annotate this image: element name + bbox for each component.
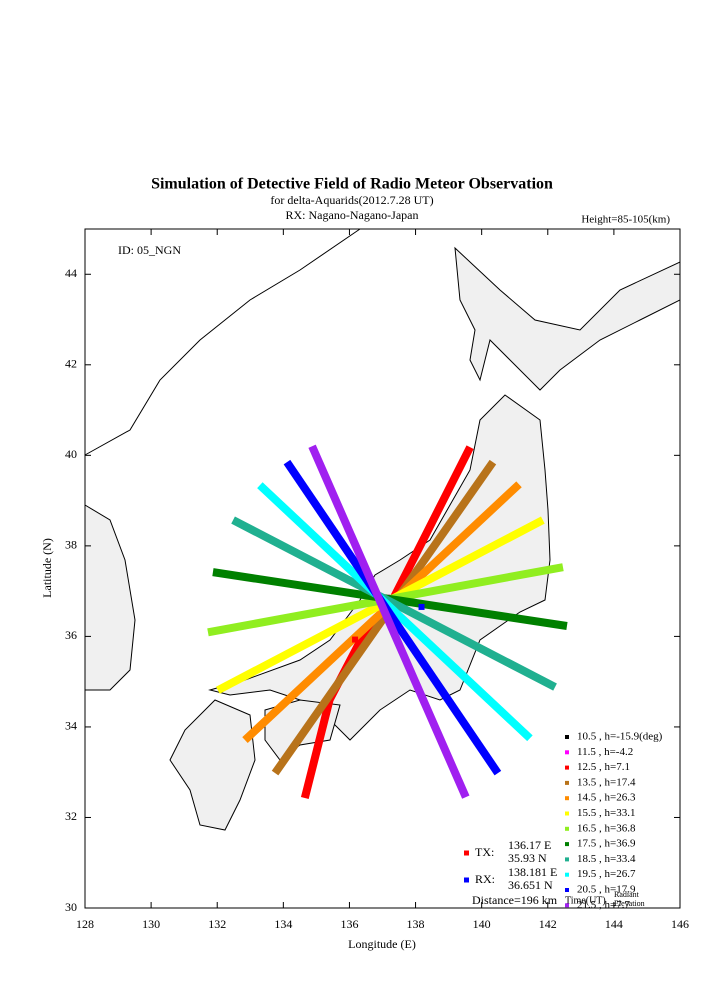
legend-label: 21.5 , h=7.7: [577, 899, 630, 911]
y-tick-label: 30: [65, 900, 77, 914]
height-note: Height=85-105(km): [581, 214, 670, 226]
y-tick-label: 32: [65, 809, 77, 823]
legend-label: 15.5 , h=33.1: [577, 807, 635, 819]
rx-site: RX: Nagano-Nagano-Japan: [286, 208, 419, 222]
legend-swatch: [565, 826, 569, 831]
legend-label: 19.5 , h=26.7: [577, 868, 636, 880]
legend-label: 11.5 , h=-4.2: [577, 746, 633, 758]
rx-lat: 36.651 N: [508, 878, 553, 892]
y-axis-label: Latitude (N): [40, 538, 54, 598]
detection-band: [283, 459, 502, 776]
x-tick-label: 146: [671, 917, 689, 931]
y-tick-label: 38: [65, 538, 77, 552]
tx-legend-marker: [464, 850, 469, 856]
legend-swatch: [565, 842, 569, 847]
x-tick-label: 142: [539, 917, 557, 931]
y-tick-label: 34: [65, 719, 77, 733]
x-tick-label: 132: [208, 917, 226, 931]
legend-label: 16.5 , h=36.8: [577, 822, 636, 834]
rx-legend-marker: [464, 877, 469, 883]
x-tick-label: 140: [473, 917, 491, 931]
rx-marker: [418, 603, 425, 610]
y-tick-label: 40: [65, 447, 77, 461]
distance: Distance=196 km: [472, 893, 558, 907]
legend-footer: Radiant: [614, 890, 640, 899]
legend-swatch: [565, 888, 569, 892]
subtitle: for delta-Aquarids(2012.7.28 UT): [270, 193, 433, 207]
coastlines: [84, 228, 681, 831]
legend-swatch: [565, 857, 569, 862]
x-tick-label: 130: [142, 917, 160, 931]
legend-label: 20.5 , h=17.9: [577, 884, 636, 896]
id-label: ID: 05_NGN: [118, 243, 181, 257]
legend-swatch: [565, 796, 569, 801]
chart-title: Simulation of Detective Field of Radio M…: [151, 176, 553, 193]
y-tick-label: 42: [65, 357, 77, 371]
y-tick-label: 44: [65, 266, 77, 280]
x-tick-label: 136: [340, 917, 358, 931]
legend-footer: Time(UT): [565, 895, 606, 906]
legend-swatch: [565, 765, 569, 770]
legend-swatch: [565, 811, 569, 816]
tx-lon: 136.17 E: [508, 838, 551, 852]
rx-lon: 138.181 E: [508, 865, 557, 879]
y-tick-label: 36: [65, 628, 77, 642]
legend-swatch: [565, 735, 569, 739]
x-tick-label: 134: [274, 917, 292, 931]
legend-label: 14.5 , h=26.3: [577, 792, 636, 804]
legend-swatch: [565, 780, 569, 785]
tx-label: TX:: [475, 845, 494, 859]
legend-swatch: [565, 872, 569, 877]
x-axis-label: Longitude (E): [348, 937, 416, 951]
plot-frame: [84, 228, 681, 909]
tx-marker: [352, 636, 359, 643]
detection-band: [308, 444, 470, 799]
detection-band: [257, 482, 533, 742]
x-tick-label: 138: [407, 917, 425, 931]
legend-label: 13.5 , h=17.4: [577, 776, 636, 788]
legend-label: 17.5 , h=36.9: [577, 838, 636, 850]
x-tick-label: 144: [605, 917, 623, 931]
legend-label: 18.5 , h=33.4: [577, 853, 636, 865]
legend-label: 12.5 , h=7.1: [577, 761, 630, 773]
legend-label: 10.5 , h=-15.9(deg): [577, 731, 663, 743]
x-tick-label: 128: [76, 917, 94, 931]
rx-label: RX:: [475, 872, 495, 886]
tx-lat: 35.93 N: [508, 851, 547, 865]
legend-footer: Elevation: [614, 899, 645, 908]
detection-band: [231, 516, 557, 691]
legend-swatch: [565, 903, 569, 908]
legend-swatch: [565, 750, 569, 755]
